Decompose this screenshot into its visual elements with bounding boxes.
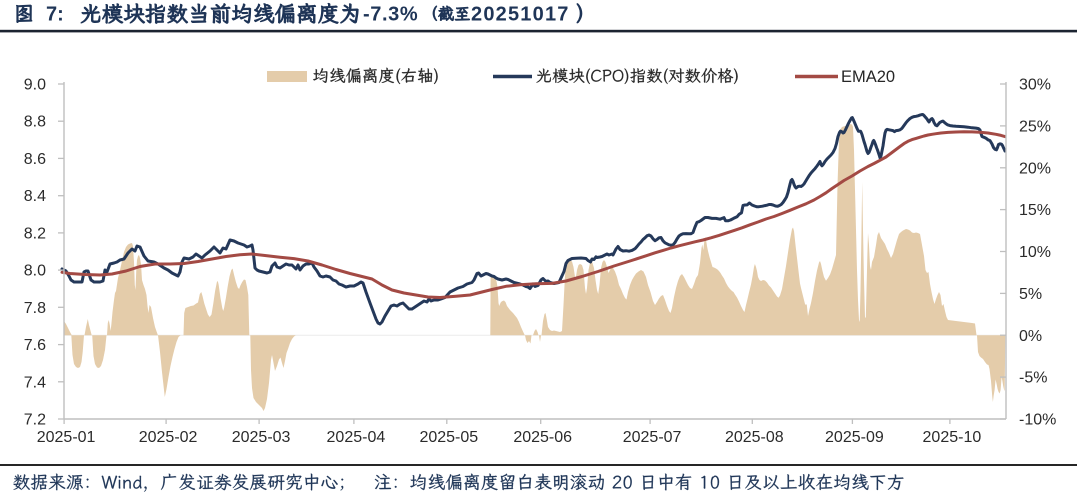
svg-text:EMA20: EMA20	[841, 68, 895, 86]
svg-text:0%: 0%	[1019, 328, 1042, 345]
svg-text:7.2: 7.2	[24, 412, 46, 429]
svg-text:7:: 7:	[46, 4, 64, 26]
svg-text:7.8: 7.8	[24, 300, 46, 317]
svg-text:-10%: -10%	[1019, 412, 1056, 429]
svg-text:2025-06: 2025-06	[513, 429, 572, 446]
svg-text:2025-03: 2025-03	[232, 429, 291, 446]
svg-text:10%: 10%	[1019, 244, 1051, 261]
svg-text:-7.3%: -7.3%	[363, 4, 418, 26]
svg-text:20%: 20%	[1019, 160, 1051, 177]
svg-text:25%: 25%	[1019, 118, 1051, 135]
svg-text:2025-01: 2025-01	[37, 429, 96, 446]
svg-text:2025-09: 2025-09	[825, 429, 884, 446]
svg-text:2025-05: 2025-05	[419, 429, 478, 446]
svg-text:30%: 30%	[1019, 77, 1051, 94]
svg-text:7.6: 7.6	[24, 337, 46, 354]
svg-text:-5%: -5%	[1019, 370, 1047, 387]
svg-text:5%: 5%	[1019, 286, 1042, 303]
svg-text:2025-07: 2025-07	[623, 429, 682, 446]
svg-text:2025-10: 2025-10	[923, 429, 982, 446]
svg-text:20251017: 20251017	[471, 4, 570, 26]
svg-text:2025-04: 2025-04	[327, 429, 386, 446]
svg-text:8.8: 8.8	[24, 114, 46, 131]
svg-text:8.0: 8.0	[24, 263, 46, 280]
svg-text:2025-08: 2025-08	[725, 429, 784, 446]
svg-text:15%: 15%	[1019, 202, 1051, 219]
svg-text:8.4: 8.4	[24, 188, 46, 205]
svg-text:9.0: 9.0	[24, 77, 46, 94]
svg-text:8.2: 8.2	[24, 225, 46, 242]
svg-text:8.6: 8.6	[24, 151, 46, 168]
svg-text:2025-02: 2025-02	[139, 429, 198, 446]
svg-text:7.4: 7.4	[24, 374, 46, 391]
